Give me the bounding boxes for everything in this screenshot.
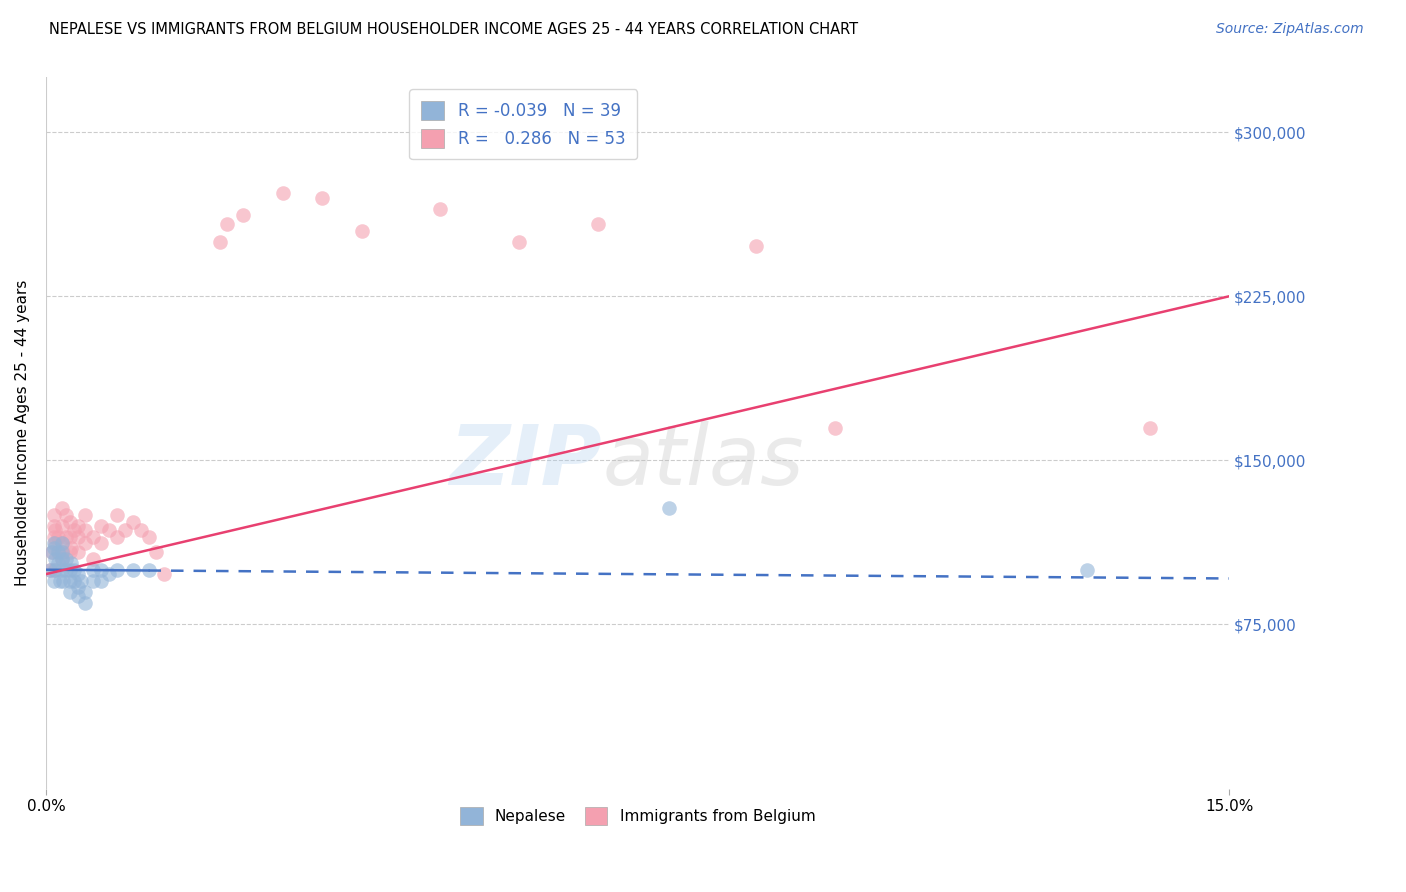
Point	[153, 567, 176, 582]
Point	[98, 567, 121, 582]
Point	[114, 524, 136, 538]
Point	[824, 420, 846, 434]
Point	[66, 530, 89, 544]
Point	[60, 556, 83, 570]
Point	[41, 545, 63, 559]
Text: ZIP: ZIP	[450, 421, 602, 502]
Point	[271, 186, 294, 201]
Point	[90, 563, 112, 577]
Point	[51, 501, 73, 516]
Point	[42, 508, 65, 522]
Point	[145, 545, 167, 559]
Point	[44, 551, 66, 566]
Point	[59, 530, 82, 544]
Point	[41, 545, 63, 559]
Point	[46, 556, 69, 570]
Point	[75, 524, 97, 538]
Point	[90, 574, 112, 588]
Point	[232, 208, 254, 222]
Point	[51, 545, 73, 559]
Point	[52, 545, 75, 559]
Point	[75, 508, 97, 522]
Point	[1139, 420, 1161, 434]
Point	[49, 574, 72, 588]
Point	[52, 574, 75, 588]
Point	[44, 524, 66, 538]
Point	[51, 551, 73, 566]
Point	[66, 519, 89, 533]
Point	[51, 551, 73, 566]
Point	[350, 224, 373, 238]
Point	[105, 508, 128, 522]
Point	[60, 541, 83, 555]
Point	[66, 580, 89, 594]
Point	[658, 501, 681, 516]
Y-axis label: Householder Income Ages 25 - 44 years: Householder Income Ages 25 - 44 years	[15, 280, 30, 586]
Point	[62, 563, 84, 577]
Point	[82, 530, 104, 544]
Point	[217, 217, 239, 231]
Point	[129, 524, 152, 538]
Point	[66, 567, 89, 582]
Point	[55, 563, 77, 577]
Point	[59, 563, 82, 577]
Point	[42, 530, 65, 544]
Point	[59, 584, 82, 599]
Point	[42, 519, 65, 533]
Point	[82, 574, 104, 588]
Point	[39, 563, 62, 577]
Point	[42, 536, 65, 550]
Point	[121, 515, 143, 529]
Point	[311, 191, 333, 205]
Point	[46, 545, 69, 559]
Point	[55, 551, 77, 566]
Point	[138, 563, 160, 577]
Point	[429, 202, 451, 216]
Point	[44, 563, 66, 577]
Point	[55, 530, 77, 544]
Point	[46, 530, 69, 544]
Point	[55, 508, 77, 522]
Point	[82, 563, 104, 577]
Point	[59, 545, 82, 559]
Point	[75, 536, 97, 550]
Point	[98, 524, 121, 538]
Point	[586, 217, 609, 231]
Point	[51, 519, 73, 533]
Point	[75, 584, 97, 599]
Point	[42, 563, 65, 577]
Point	[59, 574, 82, 588]
Point	[39, 563, 62, 577]
Point	[62, 574, 84, 588]
Point	[42, 574, 65, 588]
Point	[46, 545, 69, 559]
Text: NEPALESE VS IMMIGRANTS FROM BELGIUM HOUSEHOLDER INCOME AGES 25 - 44 YEARS CORREL: NEPALESE VS IMMIGRANTS FROM BELGIUM HOUS…	[49, 22, 858, 37]
Text: Source: ZipAtlas.com: Source: ZipAtlas.com	[1216, 22, 1364, 37]
Point	[121, 563, 143, 577]
Point	[75, 596, 97, 610]
Point	[90, 536, 112, 550]
Point	[138, 530, 160, 544]
Point	[51, 536, 73, 550]
Point	[745, 239, 768, 253]
Point	[59, 515, 82, 529]
Text: atlas: atlas	[602, 421, 804, 502]
Point	[508, 235, 530, 249]
Point	[44, 536, 66, 550]
Point	[105, 530, 128, 544]
Point	[42, 541, 65, 555]
Point	[51, 563, 73, 577]
Point	[51, 536, 73, 550]
Point	[208, 235, 231, 249]
Point	[82, 551, 104, 566]
Point	[90, 519, 112, 533]
Point	[62, 524, 84, 538]
Legend: Nepalese, Immigrants from Belgium: Nepalese, Immigrants from Belgium	[451, 798, 824, 834]
Point	[105, 563, 128, 577]
Point	[70, 574, 93, 588]
Point	[1076, 563, 1098, 577]
Point	[66, 545, 89, 559]
Point	[66, 589, 89, 603]
